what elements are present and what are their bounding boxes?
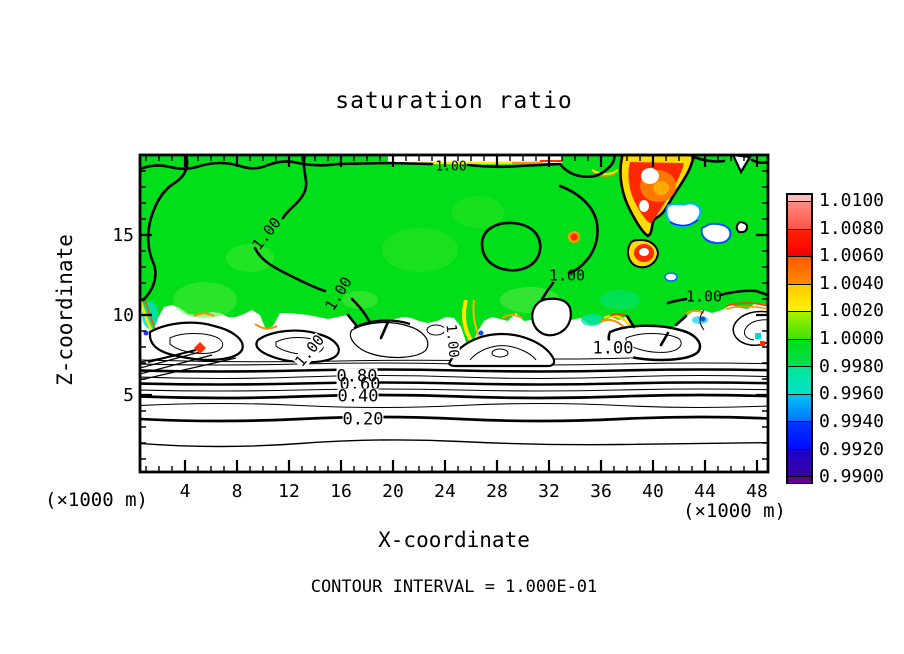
x-tick-label: 28 [486, 481, 508, 502]
axes-frame [138, 153, 770, 474]
colorbar-cell [788, 311, 811, 340]
x-tick-label: 44 [694, 481, 716, 502]
colorbar-tick-label: 1.0000 [819, 328, 885, 349]
x-tick-label: 20 [382, 481, 404, 502]
colorbar-cell [788, 476, 811, 483]
x-ticks-minor [145, 155, 745, 472]
y-tick-label: 5 [123, 385, 134, 406]
colorbar-cell [788, 256, 811, 285]
colorbar-cell [788, 283, 811, 312]
x-tick-label: 12 [278, 481, 300, 502]
x-tick-label: 48 [746, 481, 768, 502]
y-axis-title: Z-coordinate [53, 234, 77, 386]
colorbar-tick-label: 0.9900 [819, 466, 885, 487]
x-unit-left: (×1000 m) [45, 489, 148, 511]
colorbar-cell [788, 393, 811, 422]
x-tick-label: 4 [179, 481, 191, 502]
x-tick-label: 40 [642, 481, 664, 502]
colorbar-cell [788, 338, 811, 367]
colorbar-tick-label: 0.9920 [819, 439, 885, 460]
contour-label: 0.40 [337, 386, 379, 407]
saturation-fill-field [141, 156, 767, 351]
x-tick-label: 24 [434, 481, 456, 502]
unit-saturation-contours [141, 156, 767, 347]
stratified-contour-lines [141, 357, 767, 448]
contour-label: 1.00 [435, 159, 467, 175]
colorbar-cell [788, 421, 811, 450]
z-ticks-major [140, 233, 768, 397]
contour-interval-note: CONTOUR INTERVAL = 1.000E-01 [310, 577, 598, 597]
colorbar-cells [788, 195, 811, 483]
plot-area [141, 156, 767, 448]
contour-label: 1.00 [548, 266, 586, 285]
contour-label: 0.80 [336, 366, 378, 387]
colorbar [786, 193, 813, 484]
x-tick-label: 16 [330, 481, 352, 502]
colorbar-tick-label: 1.0060 [819, 245, 885, 266]
turbulent-band-cells [141, 309, 767, 381]
colorbar-tick-label: 1.0020 [819, 300, 885, 321]
contour-label: 0.20 [342, 409, 384, 430]
colorbar-tick-label: 0.9940 [819, 411, 885, 432]
x-tick-label: 8 [231, 481, 243, 502]
x-axis-title: X-coordinate [378, 528, 530, 552]
colorbar-tick-label: 0.9960 [819, 383, 885, 404]
chart-title: saturation ratio [335, 88, 573, 114]
contour-label: 1.00 [442, 323, 462, 359]
x-tick-label: 36 [590, 481, 612, 502]
colorbar-tick-label: 0.9980 [819, 356, 885, 377]
colorbar-cell [788, 201, 811, 230]
colorbar-cell [788, 366, 811, 395]
colorbar-cell [788, 448, 811, 477]
colorbar-tick-label: 1.0100 [819, 190, 885, 211]
y-tick-label: 15 [112, 225, 134, 246]
x-unit-right: (×1000 m) [683, 500, 786, 522]
y-tick-label: 10 [112, 305, 134, 326]
contour-label: 1.00 [685, 287, 723, 306]
colorbar-cell [788, 228, 811, 257]
subrange-white-patches [664, 156, 752, 282]
z-ticks-minor [140, 170, 768, 460]
colorbar-cell [788, 195, 811, 201]
supersaturation-pocket [568, 156, 696, 269]
x-ticks-major [183, 155, 759, 472]
colorbar-tick-label: 1.0040 [819, 273, 885, 294]
contour-label: 1.00 [592, 338, 634, 359]
cloud-hole-blob [531, 297, 572, 337]
colorbar-tick-label: 1.0080 [819, 218, 885, 239]
x-tick-label: 32 [538, 481, 560, 502]
